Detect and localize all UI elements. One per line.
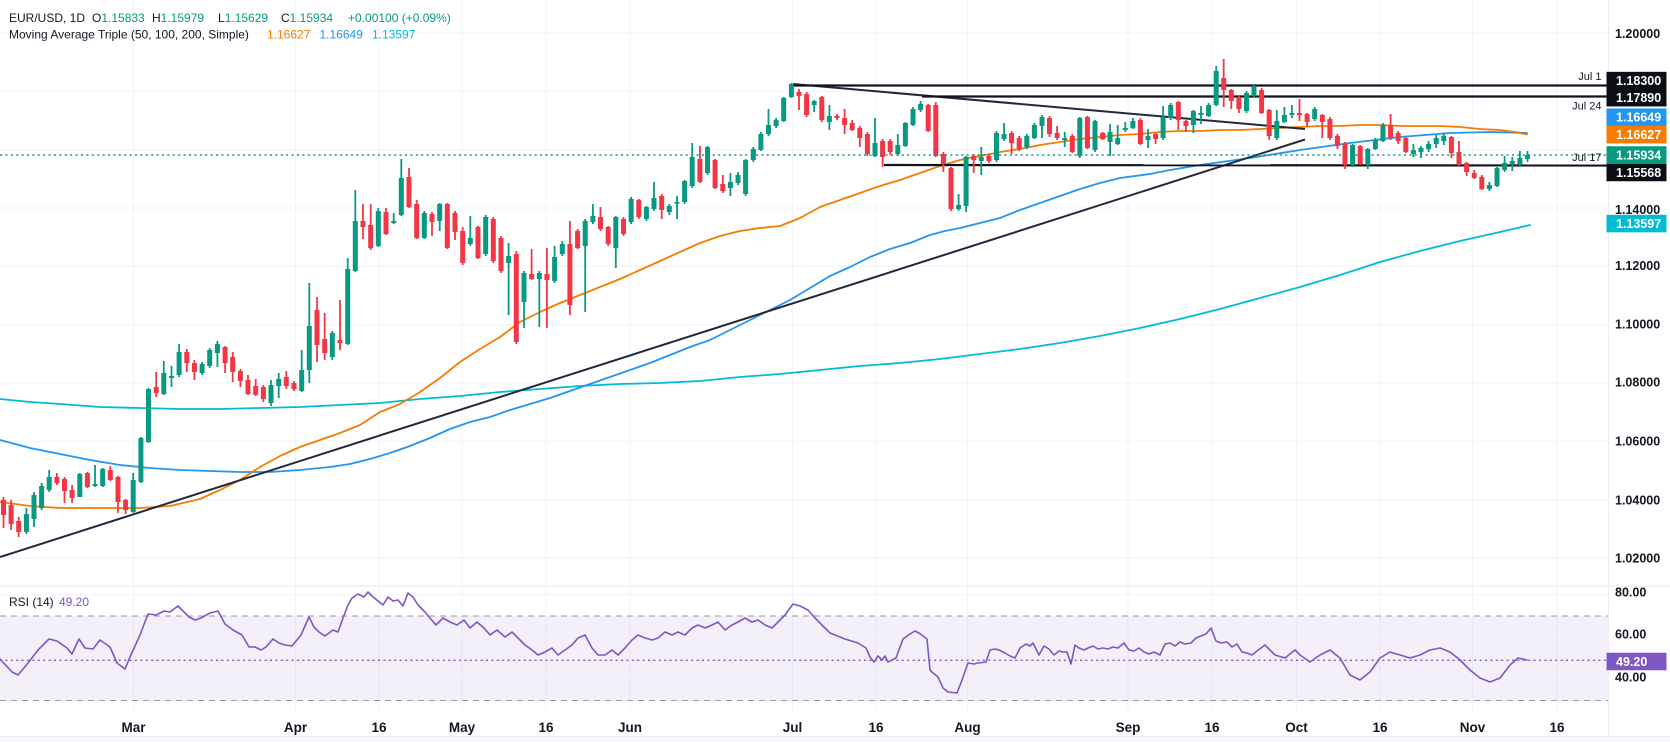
svg-text:1.08000: 1.08000 <box>1615 376 1660 390</box>
svg-text:1.16649: 1.16649 <box>1616 111 1661 125</box>
svg-text:Jul 17: Jul 17 <box>1572 152 1601 164</box>
svg-text:RSI (14) 49.20: RSI (14) 49.20 <box>9 595 89 609</box>
svg-text:1.15934: 1.15934 <box>1616 149 1661 163</box>
svg-text:16: 16 <box>868 720 884 735</box>
svg-text:Oct: Oct <box>1285 720 1308 735</box>
svg-text:Jul 24: Jul 24 <box>1572 100 1601 112</box>
svg-text:Jul: Jul <box>783 720 803 735</box>
svg-text:Aug: Aug <box>954 720 980 735</box>
svg-text:1.16627: 1.16627 <box>1616 128 1661 142</box>
svg-text:1.14000: 1.14000 <box>1615 203 1660 217</box>
svg-text:1.10000: 1.10000 <box>1615 318 1660 332</box>
svg-text:49.20: 49.20 <box>1616 655 1647 669</box>
svg-text:16: 16 <box>538 720 554 735</box>
svg-text:16: 16 <box>1549 720 1565 735</box>
svg-text:Moving Average Triple (50, 100: Moving Average Triple (50, 100, 200, Sim… <box>9 28 416 42</box>
svg-text:1.15568: 1.15568 <box>1616 166 1661 180</box>
svg-text:1.04000: 1.04000 <box>1615 494 1660 508</box>
svg-text:Nov: Nov <box>1460 720 1486 735</box>
svg-text:Mar: Mar <box>121 720 146 735</box>
svg-text:Sep: Sep <box>1116 720 1141 735</box>
svg-text:1.06000: 1.06000 <box>1615 435 1660 449</box>
svg-text:1.02000: 1.02000 <box>1615 552 1660 566</box>
svg-text:16: 16 <box>1204 720 1220 735</box>
svg-text:16: 16 <box>1372 720 1388 735</box>
svg-text:Jun: Jun <box>618 720 642 735</box>
svg-text:1.20000: 1.20000 <box>1615 27 1660 41</box>
svg-text:Jul 1: Jul 1 <box>1578 71 1601 83</box>
svg-text:May: May <box>449 720 476 735</box>
svg-text:16: 16 <box>371 720 387 735</box>
svg-text:40.00: 40.00 <box>1615 671 1646 685</box>
svg-text:1.13597: 1.13597 <box>1616 217 1661 231</box>
svg-text:1.17890: 1.17890 <box>1616 91 1661 105</box>
svg-text:1.12000: 1.12000 <box>1615 259 1660 273</box>
svg-text:Apr: Apr <box>284 720 308 735</box>
svg-text:1.18300: 1.18300 <box>1616 74 1661 88</box>
svg-text:60.00: 60.00 <box>1615 628 1646 642</box>
svg-text:80.00: 80.00 <box>1615 586 1646 600</box>
